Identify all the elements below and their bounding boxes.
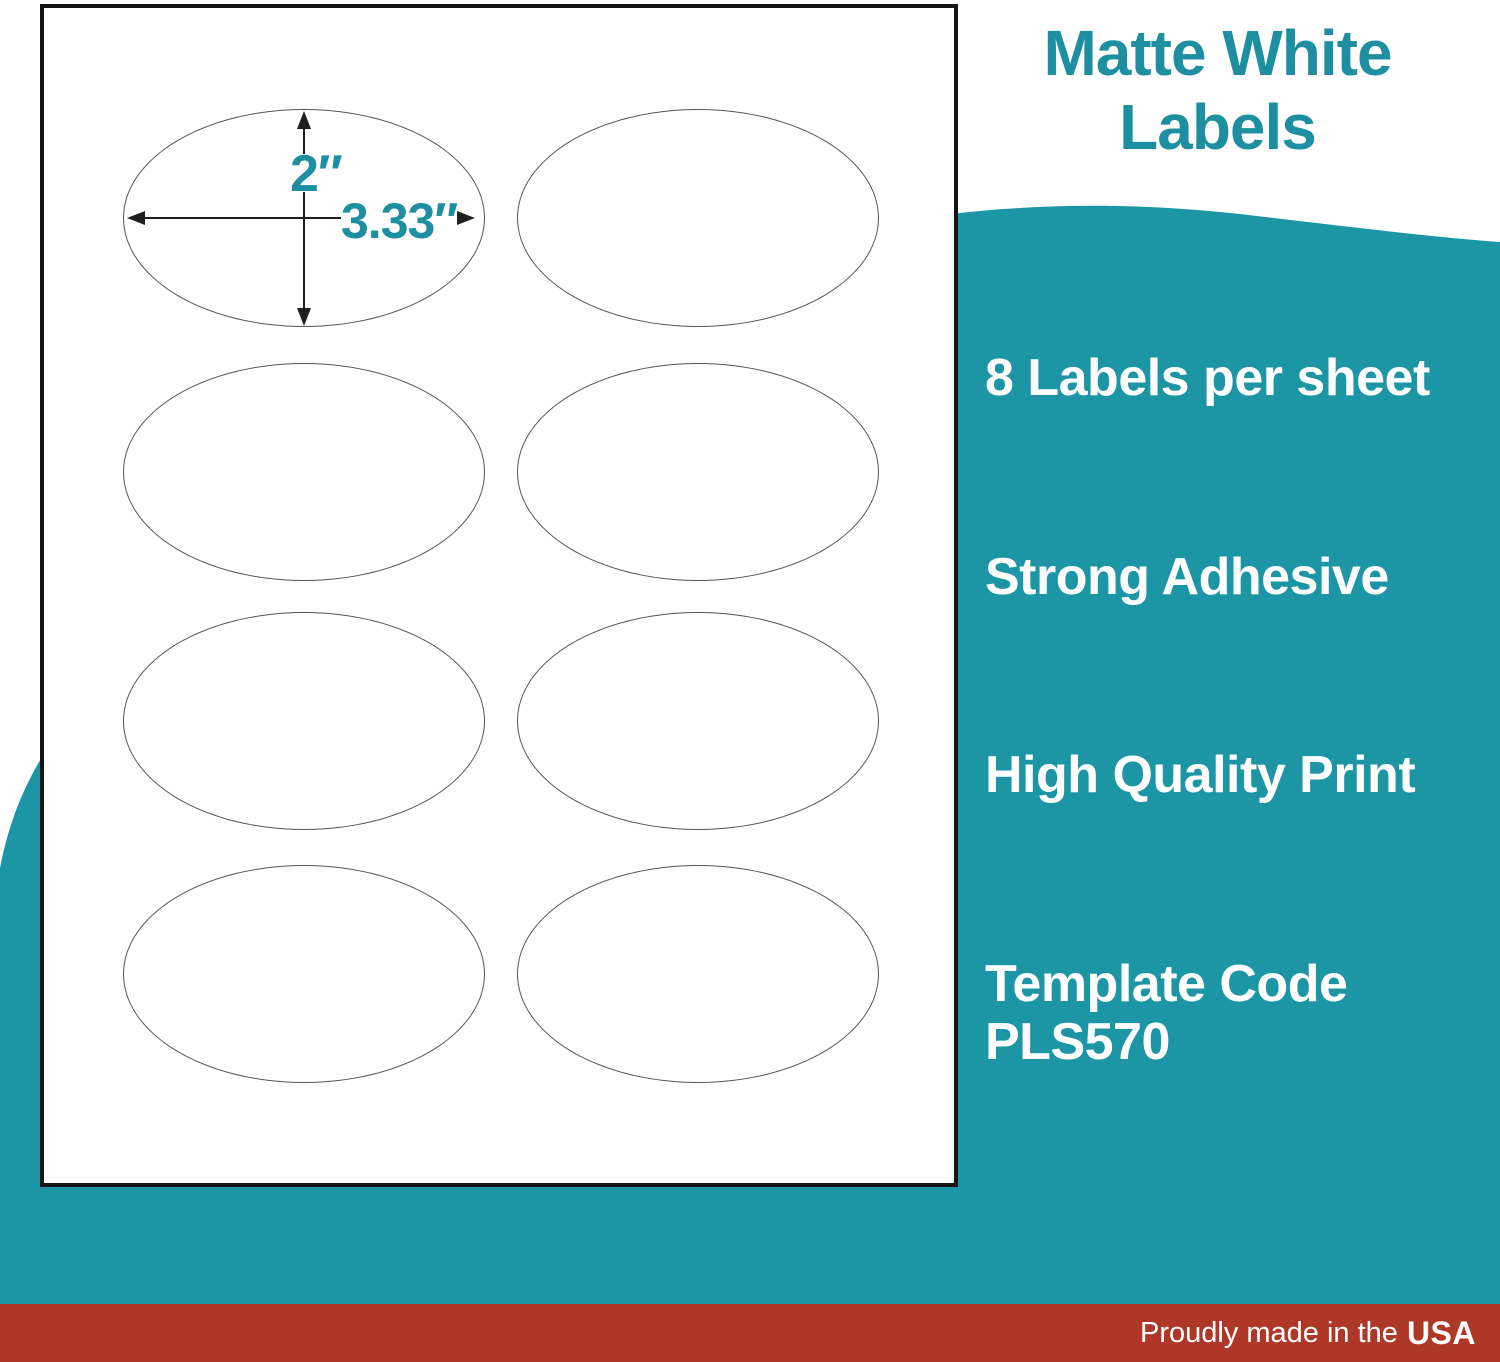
teal-bottom-band bbox=[0, 1185, 1500, 1310]
label-height-dimension: 2″ bbox=[290, 145, 343, 203]
label-oval bbox=[517, 109, 879, 327]
teal-wave-right-background bbox=[950, 205, 1500, 1310]
page-title: Matte White Labels bbox=[1043, 17, 1392, 164]
feature-template-code: Template Code PLS570 bbox=[985, 955, 1348, 1072]
feature-high-quality-print: High Quality Print bbox=[985, 746, 1416, 804]
label-width-dimension: 3.33″ bbox=[341, 193, 458, 249]
label-oval bbox=[517, 865, 879, 1083]
label-oval bbox=[517, 612, 879, 830]
label-oval bbox=[123, 612, 485, 830]
made-in-usa-bar: Proudly made in the USA bbox=[0, 1304, 1500, 1362]
footer-text: Proudly made in the bbox=[1140, 1316, 1398, 1349]
label-oval bbox=[123, 363, 485, 581]
teal-curve-left-background bbox=[0, 757, 42, 1310]
label-oval bbox=[517, 363, 879, 581]
label-sheet: 2″ 3.33″ bbox=[40, 4, 958, 1187]
footer-usa-text: USA bbox=[1406, 1314, 1476, 1351]
feature-labels-per-sheet: 8 Labels per sheet bbox=[985, 349, 1430, 407]
feature-strong-adhesive: Strong Adhesive bbox=[985, 548, 1389, 606]
label-oval bbox=[123, 865, 485, 1083]
